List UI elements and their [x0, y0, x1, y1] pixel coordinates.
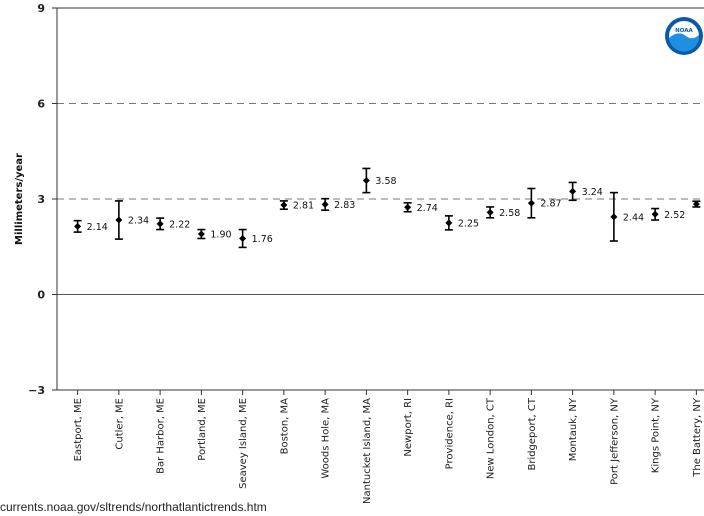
y-tick-label: 6: [37, 98, 45, 111]
x-tick-label: Eastport, ME: [73, 398, 84, 461]
x-tick-label: Kings Point, NY: [651, 397, 662, 473]
x-tick-label: Newport, RI: [403, 398, 414, 457]
data-point: [486, 208, 494, 216]
x-axis-ticks: Eastport, ME Cutler, ME Bar Harbor, ME Port…: [73, 390, 703, 504]
data-label: 2.74: [417, 203, 438, 214]
data-label: 1.90: [210, 230, 231, 241]
data-label: 2.52: [664, 210, 685, 221]
data-point: [239, 234, 247, 242]
data-label: 2.14: [87, 222, 108, 233]
data-point: [445, 219, 453, 227]
x-tick-label: Port Jefferson, NY: [609, 397, 620, 485]
data-point: [527, 199, 535, 207]
data-label: 3.24: [582, 187, 603, 198]
data-point: [115, 216, 123, 224]
data-point: [651, 210, 659, 218]
x-tick-label: Bridgeport, CT: [527, 397, 538, 470]
x-tick-label: Providence, RI: [444, 398, 455, 469]
data-label: 2.81: [293, 201, 314, 212]
x-tick-label: Montauk, NY: [568, 397, 579, 461]
x-tick-label: The Battery, NY: [692, 397, 703, 478]
x-tick-label: Nantucket Island, MA: [362, 398, 373, 504]
data-point: [74, 222, 82, 230]
data-point: [280, 201, 288, 209]
noaa-logo-text: NOAA: [675, 28, 693, 34]
data-label: 2.83: [334, 200, 355, 211]
x-tick-label: Cutler, ME: [114, 398, 125, 450]
y-tick-label: −3: [28, 384, 45, 397]
y-tick-label: 9: [37, 2, 45, 15]
data-point: [610, 213, 618, 221]
x-tick-label: Bar Harbor, ME: [156, 398, 167, 474]
data-label: 2.22: [169, 219, 190, 230]
data-label: 2.58: [499, 208, 520, 219]
y-axis-ticks: −3 0 3 6 9: [28, 2, 57, 397]
series: 2.14 2.34 2.22 1.90 1.76 2.81 2.83 3.58 2.74 2.25…: [73, 167, 701, 249]
data-point: [197, 230, 205, 238]
data-point: [404, 203, 412, 211]
reference-lines: [57, 103, 704, 295]
data-label: 2.44: [623, 212, 644, 223]
data-point: [692, 200, 700, 208]
data-label: 2.87: [540, 199, 561, 210]
source-note: currents.noaa.gov/sltrends/northatlantic…: [0, 500, 267, 514]
data-label: 1.76: [252, 234, 273, 245]
data-point: [362, 177, 370, 185]
data-label: 2.25: [458, 218, 479, 229]
data-point: [321, 200, 329, 208]
data-point: [156, 220, 164, 228]
y-tick-label: 0: [37, 289, 45, 302]
y-axis-label: Millimeters/year: [14, 153, 25, 245]
data-label: 2.34: [128, 216, 149, 227]
x-tick-label: Woods Hole, MA: [321, 398, 332, 479]
data-label: 3.58: [375, 176, 396, 187]
x-tick-label: New London, CT: [486, 397, 497, 479]
x-tick-label: Portland, ME: [197, 398, 208, 461]
x-tick-label: Boston, MA: [279, 398, 290, 455]
y-tick-label: 3: [37, 193, 45, 206]
x-tick-label: Seavey Island, ME: [238, 398, 249, 489]
noaa-logo-wave-band: [669, 33, 700, 52]
noaa-logo: NOAA: [665, 17, 703, 55]
data-point: [569, 187, 577, 195]
